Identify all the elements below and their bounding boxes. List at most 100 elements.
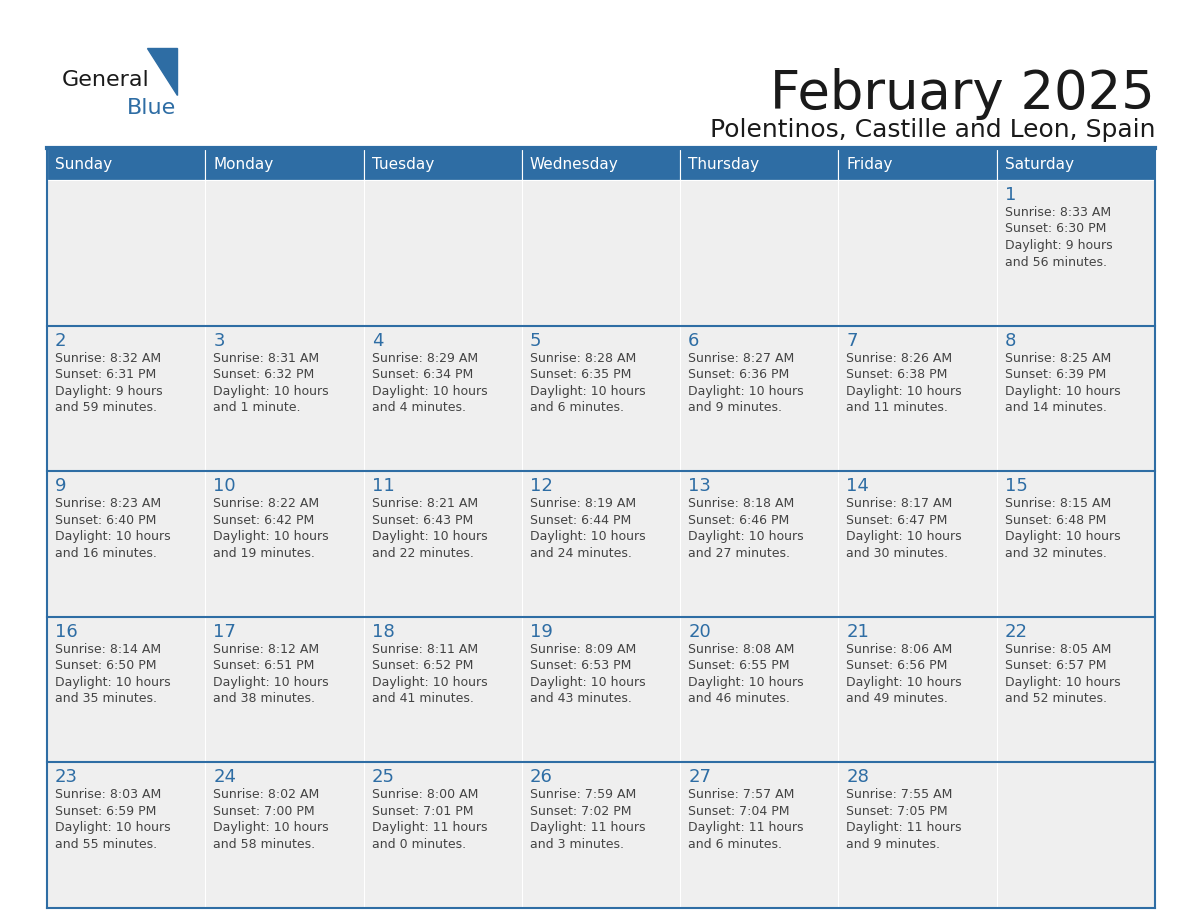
Text: Sunrise: 8:25 AM
Sunset: 6:39 PM
Daylight: 10 hours
and 14 minutes.: Sunrise: 8:25 AM Sunset: 6:39 PM Dayligh… <box>1005 352 1120 414</box>
Text: Sunrise: 8:29 AM
Sunset: 6:34 PM
Daylight: 10 hours
and 4 minutes.: Sunrise: 8:29 AM Sunset: 6:34 PM Dayligh… <box>372 352 487 414</box>
Bar <box>522 148 681 180</box>
Polygon shape <box>147 48 177 95</box>
Bar <box>48 763 206 908</box>
Bar <box>48 326 206 471</box>
Bar <box>839 471 997 617</box>
Text: 11: 11 <box>372 477 394 495</box>
Bar <box>48 908 1155 918</box>
Bar <box>997 148 1155 180</box>
Text: 18: 18 <box>372 622 394 641</box>
Text: 16: 16 <box>55 622 77 641</box>
Bar <box>364 617 522 763</box>
Text: Blue: Blue <box>127 98 176 118</box>
Text: Wednesday: Wednesday <box>530 156 619 172</box>
Bar <box>522 326 681 471</box>
Bar <box>206 180 364 326</box>
Text: 8: 8 <box>1005 331 1016 350</box>
Text: Sunrise: 8:19 AM
Sunset: 6:44 PM
Daylight: 10 hours
and 24 minutes.: Sunrise: 8:19 AM Sunset: 6:44 PM Dayligh… <box>530 498 645 560</box>
Text: Sunrise: 8:05 AM
Sunset: 6:57 PM
Daylight: 10 hours
and 52 minutes.: Sunrise: 8:05 AM Sunset: 6:57 PM Dayligh… <box>1005 643 1120 705</box>
Bar <box>206 148 364 180</box>
Bar <box>48 617 206 763</box>
Bar <box>681 326 839 471</box>
Text: 22: 22 <box>1005 622 1028 641</box>
Text: Sunrise: 8:28 AM
Sunset: 6:35 PM
Daylight: 10 hours
and 6 minutes.: Sunrise: 8:28 AM Sunset: 6:35 PM Dayligh… <box>530 352 645 414</box>
Text: Sunrise: 8:06 AM
Sunset: 6:56 PM
Daylight: 10 hours
and 49 minutes.: Sunrise: 8:06 AM Sunset: 6:56 PM Dayligh… <box>846 643 962 705</box>
Text: Sunrise: 8:31 AM
Sunset: 6:32 PM
Daylight: 10 hours
and 1 minute.: Sunrise: 8:31 AM Sunset: 6:32 PM Dayligh… <box>214 352 329 414</box>
Text: 12: 12 <box>530 477 552 495</box>
Bar <box>48 148 206 180</box>
Bar <box>364 471 522 617</box>
Text: 17: 17 <box>214 622 236 641</box>
Text: 27: 27 <box>688 768 712 787</box>
Text: 4: 4 <box>372 331 383 350</box>
Bar <box>522 180 681 326</box>
Text: 23: 23 <box>55 768 78 787</box>
Bar <box>364 763 522 908</box>
Bar <box>48 180 206 326</box>
Text: Sunrise: 8:09 AM
Sunset: 6:53 PM
Daylight: 10 hours
and 43 minutes.: Sunrise: 8:09 AM Sunset: 6:53 PM Dayligh… <box>530 643 645 705</box>
Text: Monday: Monday <box>214 156 273 172</box>
Text: 5: 5 <box>530 331 542 350</box>
Text: Sunrise: 8:33 AM
Sunset: 6:30 PM
Daylight: 9 hours
and 56 minutes.: Sunrise: 8:33 AM Sunset: 6:30 PM Dayligh… <box>1005 206 1112 268</box>
Text: Friday: Friday <box>846 156 893 172</box>
Text: Sunday: Sunday <box>55 156 112 172</box>
Text: 21: 21 <box>846 622 870 641</box>
Text: Sunrise: 8:27 AM
Sunset: 6:36 PM
Daylight: 10 hours
and 9 minutes.: Sunrise: 8:27 AM Sunset: 6:36 PM Dayligh… <box>688 352 804 414</box>
Bar <box>839 763 997 908</box>
Text: Sunrise: 8:18 AM
Sunset: 6:46 PM
Daylight: 10 hours
and 27 minutes.: Sunrise: 8:18 AM Sunset: 6:46 PM Dayligh… <box>688 498 804 560</box>
Text: Sunrise: 8:02 AM
Sunset: 7:00 PM
Daylight: 10 hours
and 58 minutes.: Sunrise: 8:02 AM Sunset: 7:00 PM Dayligh… <box>214 789 329 851</box>
Text: 7: 7 <box>846 331 858 350</box>
Bar <box>206 763 364 908</box>
Text: 19: 19 <box>530 622 552 641</box>
Bar <box>681 617 839 763</box>
Text: Sunrise: 8:21 AM
Sunset: 6:43 PM
Daylight: 10 hours
and 22 minutes.: Sunrise: 8:21 AM Sunset: 6:43 PM Dayligh… <box>372 498 487 560</box>
Text: Sunrise: 8:00 AM
Sunset: 7:01 PM
Daylight: 11 hours
and 0 minutes.: Sunrise: 8:00 AM Sunset: 7:01 PM Dayligh… <box>372 789 487 851</box>
Text: Sunrise: 8:08 AM
Sunset: 6:55 PM
Daylight: 10 hours
and 46 minutes.: Sunrise: 8:08 AM Sunset: 6:55 PM Dayligh… <box>688 643 804 705</box>
Bar <box>839 617 997 763</box>
Text: Sunrise: 8:22 AM
Sunset: 6:42 PM
Daylight: 10 hours
and 19 minutes.: Sunrise: 8:22 AM Sunset: 6:42 PM Dayligh… <box>214 498 329 560</box>
Bar <box>522 617 681 763</box>
Text: 3: 3 <box>214 331 225 350</box>
Text: 28: 28 <box>846 768 870 787</box>
Text: 13: 13 <box>688 477 710 495</box>
Text: Sunrise: 7:55 AM
Sunset: 7:05 PM
Daylight: 11 hours
and 9 minutes.: Sunrise: 7:55 AM Sunset: 7:05 PM Dayligh… <box>846 789 962 851</box>
Text: 25: 25 <box>372 768 394 787</box>
Bar <box>364 180 522 326</box>
Bar <box>681 148 839 180</box>
Text: Sunrise: 8:11 AM
Sunset: 6:52 PM
Daylight: 10 hours
and 41 minutes.: Sunrise: 8:11 AM Sunset: 6:52 PM Dayligh… <box>372 643 487 705</box>
Text: Sunrise: 7:57 AM
Sunset: 7:04 PM
Daylight: 11 hours
and 6 minutes.: Sunrise: 7:57 AM Sunset: 7:04 PM Dayligh… <box>688 789 803 851</box>
Text: 10: 10 <box>214 477 236 495</box>
Text: Sunrise: 7:59 AM
Sunset: 7:02 PM
Daylight: 11 hours
and 3 minutes.: Sunrise: 7:59 AM Sunset: 7:02 PM Dayligh… <box>530 789 645 851</box>
Text: 2: 2 <box>55 331 67 350</box>
Text: Sunrise: 8:03 AM
Sunset: 6:59 PM
Daylight: 10 hours
and 55 minutes.: Sunrise: 8:03 AM Sunset: 6:59 PM Dayligh… <box>55 789 171 851</box>
Text: 6: 6 <box>688 331 700 350</box>
Bar <box>681 763 839 908</box>
Text: Sunrise: 8:17 AM
Sunset: 6:47 PM
Daylight: 10 hours
and 30 minutes.: Sunrise: 8:17 AM Sunset: 6:47 PM Dayligh… <box>846 498 962 560</box>
Bar <box>997 617 1155 763</box>
Text: Thursday: Thursday <box>688 156 759 172</box>
Text: Sunrise: 8:23 AM
Sunset: 6:40 PM
Daylight: 10 hours
and 16 minutes.: Sunrise: 8:23 AM Sunset: 6:40 PM Dayligh… <box>55 498 171 560</box>
Text: Sunrise: 8:14 AM
Sunset: 6:50 PM
Daylight: 10 hours
and 35 minutes.: Sunrise: 8:14 AM Sunset: 6:50 PM Dayligh… <box>55 643 171 705</box>
Text: 24: 24 <box>214 768 236 787</box>
Text: Saturday: Saturday <box>1005 156 1074 172</box>
Text: 9: 9 <box>55 477 67 495</box>
Text: 15: 15 <box>1005 477 1028 495</box>
Bar <box>522 763 681 908</box>
Bar <box>522 471 681 617</box>
Text: Sunrise: 8:32 AM
Sunset: 6:31 PM
Daylight: 9 hours
and 59 minutes.: Sunrise: 8:32 AM Sunset: 6:31 PM Dayligh… <box>55 352 163 414</box>
Text: 1: 1 <box>1005 186 1016 204</box>
Text: Tuesday: Tuesday <box>372 156 434 172</box>
Bar <box>206 617 364 763</box>
Text: Sunrise: 8:26 AM
Sunset: 6:38 PM
Daylight: 10 hours
and 11 minutes.: Sunrise: 8:26 AM Sunset: 6:38 PM Dayligh… <box>846 352 962 414</box>
Text: Sunrise: 8:15 AM
Sunset: 6:48 PM
Daylight: 10 hours
and 32 minutes.: Sunrise: 8:15 AM Sunset: 6:48 PM Dayligh… <box>1005 498 1120 560</box>
Bar <box>997 326 1155 471</box>
Bar <box>997 180 1155 326</box>
Text: General: General <box>62 70 150 90</box>
Bar <box>681 471 839 617</box>
Bar <box>48 471 206 617</box>
Bar <box>839 180 997 326</box>
Bar <box>206 326 364 471</box>
Bar <box>364 326 522 471</box>
Bar <box>839 326 997 471</box>
Bar <box>364 148 522 180</box>
